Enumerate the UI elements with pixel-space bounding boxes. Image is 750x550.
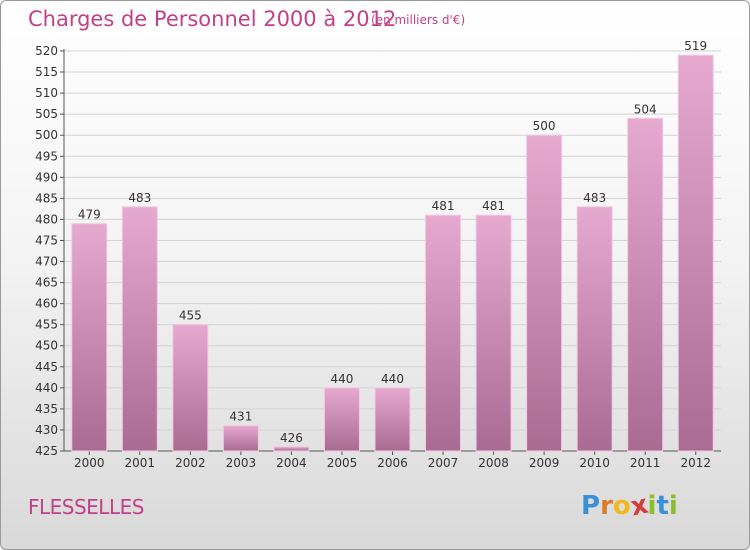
logo-letter: i xyxy=(668,491,678,521)
y-tick-label: 470 xyxy=(35,255,58,269)
y-tick-label: 440 xyxy=(35,381,58,395)
bar-2006 xyxy=(374,387,411,452)
y-tick-label: 490 xyxy=(35,170,58,184)
data-label-2011: 504 xyxy=(634,102,657,116)
logo-letter: t xyxy=(656,491,669,521)
data-label-2012: 519 xyxy=(684,39,707,53)
labels: 425 430 435 440 445 450 455 460 465 470 475 480 485 4… xyxy=(35,39,711,470)
bar-2012 xyxy=(677,54,714,452)
bar-2004 xyxy=(273,446,310,452)
data-label-2010: 483 xyxy=(583,191,606,205)
data-label-2008: 481 xyxy=(482,199,505,213)
data-label-2006: 440 xyxy=(381,372,404,386)
bars xyxy=(71,54,714,452)
y-tick-label: 495 xyxy=(35,149,58,163)
bar-2007 xyxy=(425,214,462,452)
data-label-2001: 483 xyxy=(128,191,151,205)
bar-2011 xyxy=(627,117,664,452)
logo-letter: o xyxy=(612,491,631,521)
y-tick-label: 425 xyxy=(35,444,58,458)
bar-2009 xyxy=(526,134,563,452)
x-tick-label: 2006 xyxy=(377,456,408,470)
x-tick-label: 2003 xyxy=(226,456,257,470)
bar-2000 xyxy=(71,223,108,452)
x-tick-label: 2007 xyxy=(428,456,459,470)
chart-title: Charges de Personnel 2000 à 2012 xyxy=(28,7,397,31)
x-tick-label: 2001 xyxy=(125,456,156,470)
x-tick-label: 2008 xyxy=(478,456,509,470)
y-tick-label: 500 xyxy=(35,128,58,142)
y-tick-label: 505 xyxy=(35,107,58,121)
x-tick-label: 2000 xyxy=(74,456,105,470)
y-tick-label: 435 xyxy=(35,402,58,416)
y-tick-label: 465 xyxy=(35,276,58,290)
x-tick-label: 2011 xyxy=(630,456,661,470)
data-label-2005: 440 xyxy=(331,372,354,386)
y-tick-label: 480 xyxy=(35,212,58,226)
bar-2010 xyxy=(576,206,613,452)
x-tick-label: 2012 xyxy=(680,456,711,470)
data-label-2000: 479 xyxy=(78,208,101,222)
x-tick-label: 2004 xyxy=(276,456,307,470)
y-tick-label: 520 xyxy=(35,44,58,58)
bar-2005 xyxy=(323,387,360,452)
data-label-2007: 481 xyxy=(432,199,455,213)
chart-subtitle: (en milliers d'€) xyxy=(371,13,466,27)
data-label-2004: 426 xyxy=(280,431,303,445)
y-tick-label: 455 xyxy=(35,318,58,332)
bar-2003 xyxy=(222,425,259,452)
proxiti-logo[interactable]: Proxiti xyxy=(581,490,678,523)
x-tick-label: 2005 xyxy=(327,456,358,470)
logo-letter: r xyxy=(600,491,613,521)
x-tick-label: 2010 xyxy=(579,456,610,470)
y-tick-label: 450 xyxy=(35,339,58,353)
x-tick-label: 2002 xyxy=(175,456,206,470)
y-tick-label: 445 xyxy=(35,360,58,374)
logo-letter: i xyxy=(647,491,657,521)
data-label-2002: 455 xyxy=(179,309,202,323)
commune-name: FLESSELLES xyxy=(28,495,144,519)
data-label-2003: 431 xyxy=(229,410,252,424)
bar-2008 xyxy=(475,214,512,452)
y-tick-label: 475 xyxy=(35,233,58,247)
y-tick-label: 430 xyxy=(35,423,58,437)
y-tick-label: 460 xyxy=(35,297,58,311)
bar-2001 xyxy=(121,206,158,452)
y-tick-label: 485 xyxy=(35,191,58,205)
bar-2002 xyxy=(172,324,209,452)
x-tick-label: 2009 xyxy=(529,456,560,470)
data-label-2009: 500 xyxy=(533,119,556,133)
logo-letter: P xyxy=(581,491,601,521)
y-tick-label: 515 xyxy=(35,65,58,79)
y-tick-label: 510 xyxy=(35,86,58,100)
